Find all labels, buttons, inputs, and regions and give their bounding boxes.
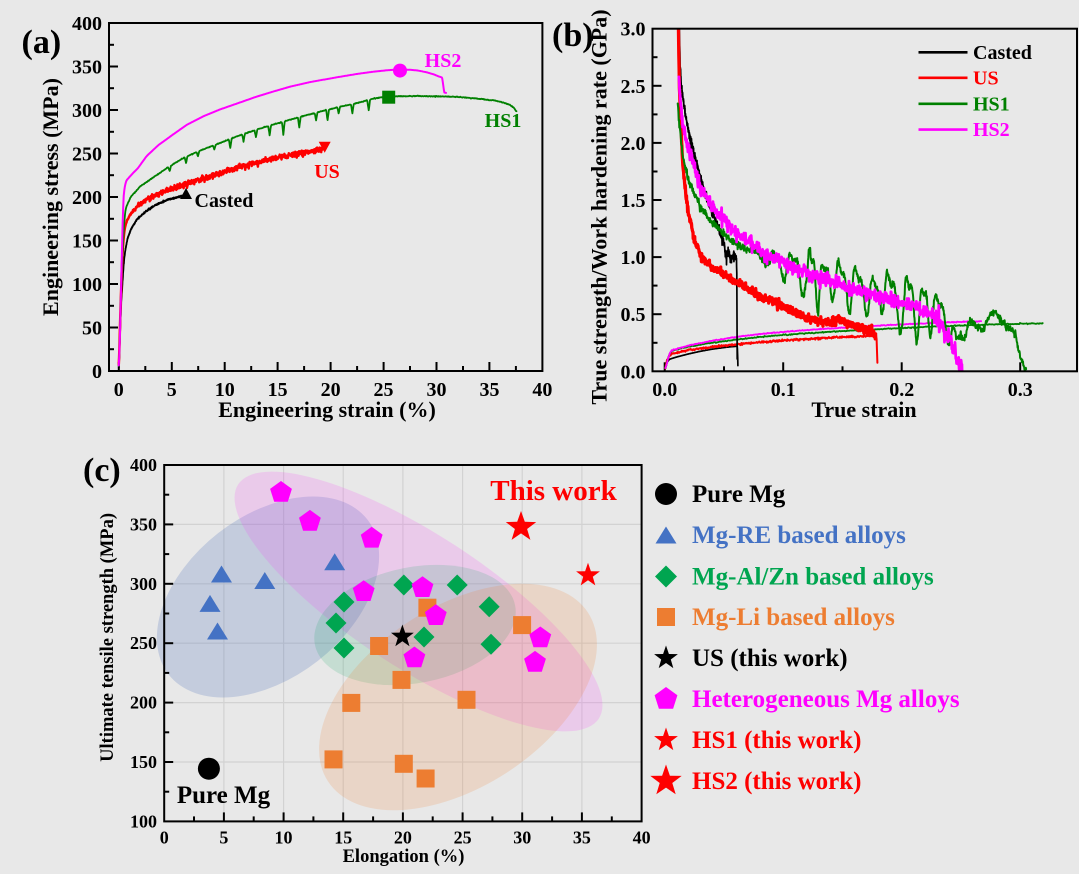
svg-text:350: 350 bbox=[130, 514, 157, 534]
svg-text:400: 400 bbox=[130, 455, 157, 475]
svg-text:150: 150 bbox=[72, 231, 102, 253]
svg-text:HS1: HS1 bbox=[973, 93, 1010, 115]
svg-text:3.0: 3.0 bbox=[621, 19, 646, 41]
svg-text:HS2: HS2 bbox=[973, 119, 1010, 141]
svg-text:10: 10 bbox=[275, 828, 293, 848]
svg-text:US (this work): US (this work) bbox=[692, 645, 848, 672]
svg-text:5: 5 bbox=[219, 828, 228, 848]
svg-text:Pure Mg: Pure Mg bbox=[177, 782, 271, 809]
svg-text:350: 350 bbox=[72, 57, 102, 79]
svg-text:0.5: 0.5 bbox=[621, 304, 646, 326]
svg-text:Casted: Casted bbox=[973, 42, 1032, 64]
svg-text:100: 100 bbox=[72, 274, 102, 296]
svg-text:1.5: 1.5 bbox=[621, 190, 646, 212]
svg-text:HS2 (this work): HS2 (this work) bbox=[692, 768, 861, 795]
svg-text:25: 25 bbox=[454, 828, 472, 848]
svg-text:(c): (c) bbox=[83, 452, 121, 489]
svg-text:40: 40 bbox=[532, 379, 552, 401]
svg-text:0.2: 0.2 bbox=[889, 379, 914, 401]
svg-text:Engineering stress (MPa): Engineering stress (MPa) bbox=[38, 78, 63, 316]
svg-text:20: 20 bbox=[321, 379, 341, 401]
svg-text:This work: This work bbox=[490, 475, 617, 507]
svg-text:True strain: True strain bbox=[811, 397, 916, 422]
svg-text:Heterogeneous Mg alloys: Heterogeneous Mg alloys bbox=[692, 686, 960, 713]
svg-text:15: 15 bbox=[268, 379, 288, 401]
svg-text:10: 10 bbox=[215, 379, 235, 401]
svg-text:US: US bbox=[973, 67, 999, 89]
svg-text:US: US bbox=[314, 161, 340, 183]
svg-text:True strength/Work hardening r: True strength/Work hardening rate (GPa) bbox=[587, 9, 612, 404]
svg-text:0.0: 0.0 bbox=[621, 361, 646, 383]
svg-text:HS1 (this work): HS1 (this work) bbox=[692, 727, 861, 754]
svg-text:30: 30 bbox=[513, 828, 531, 848]
svg-text:2.0: 2.0 bbox=[621, 133, 646, 155]
svg-text:300: 300 bbox=[72, 100, 102, 122]
svg-text:Casted: Casted bbox=[195, 190, 254, 212]
svg-text:150: 150 bbox=[130, 752, 157, 772]
svg-text:(b): (b) bbox=[552, 17, 594, 54]
svg-text:40: 40 bbox=[633, 828, 651, 848]
svg-text:Ultimate tensile strength (MPa: Ultimate tensile strength (MPa) bbox=[98, 513, 118, 762]
svg-text:Mg-RE based alloys: Mg-RE based alloys bbox=[692, 522, 906, 549]
svg-text:300: 300 bbox=[130, 574, 157, 594]
svg-text:0: 0 bbox=[114, 379, 124, 401]
svg-text:0: 0 bbox=[160, 828, 169, 848]
svg-text:0.3: 0.3 bbox=[1008, 379, 1033, 401]
svg-text:1.0: 1.0 bbox=[621, 247, 646, 269]
svg-text:Mg-Al/Zn based alloys: Mg-Al/Zn based alloys bbox=[692, 564, 934, 591]
svg-text:400: 400 bbox=[72, 13, 102, 35]
svg-text:50: 50 bbox=[82, 318, 102, 340]
svg-text:2.5: 2.5 bbox=[621, 76, 646, 98]
svg-text:Elongation (%): Elongation (%) bbox=[343, 847, 465, 867]
svg-text:25: 25 bbox=[374, 379, 394, 401]
svg-text:0.0: 0.0 bbox=[652, 379, 677, 401]
svg-text:250: 250 bbox=[130, 633, 157, 653]
svg-text:200: 200 bbox=[72, 187, 102, 209]
svg-text:200: 200 bbox=[130, 693, 157, 713]
svg-text:5: 5 bbox=[167, 379, 177, 401]
svg-text:15: 15 bbox=[334, 828, 352, 848]
svg-text:(a): (a) bbox=[22, 24, 62, 61]
svg-text:Mg-Li based alloys: Mg-Li based alloys bbox=[692, 604, 895, 631]
svg-text:100: 100 bbox=[130, 811, 157, 831]
svg-text:Pure Mg: Pure Mg bbox=[692, 481, 786, 508]
svg-text:20: 20 bbox=[394, 828, 412, 848]
svg-text:35: 35 bbox=[573, 828, 591, 848]
svg-text:0: 0 bbox=[92, 361, 102, 383]
svg-text:250: 250 bbox=[72, 144, 102, 166]
svg-text:Engineering strain (%): Engineering strain (%) bbox=[218, 397, 436, 422]
svg-text:35: 35 bbox=[479, 379, 499, 401]
svg-text:HS2: HS2 bbox=[425, 50, 462, 72]
svg-text:0.1: 0.1 bbox=[771, 379, 796, 401]
svg-text:HS1: HS1 bbox=[485, 110, 522, 132]
svg-text:30: 30 bbox=[427, 379, 447, 401]
